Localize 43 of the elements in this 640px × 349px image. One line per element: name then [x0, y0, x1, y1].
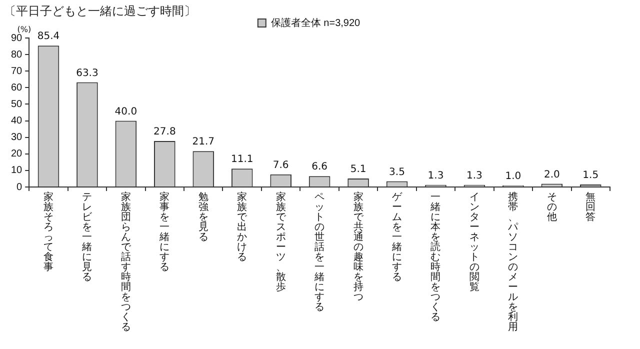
y-tick-label: 50	[11, 98, 23, 110]
category-label: 家族でスポーツ、散歩	[276, 192, 286, 293]
y-tick-label: 80	[11, 49, 23, 60]
data-label: 21.7	[192, 136, 215, 148]
x-tick-label: その他	[546, 192, 557, 223]
data-label: 11.1	[230, 154, 254, 166]
y-tick-label: 60	[11, 82, 23, 94]
category-label: 携帯、パソコンのメールを利用	[508, 192, 518, 333]
category-label: ペットの世話を一緒にする	[314, 192, 325, 313]
data-label: 63.3	[76, 68, 98, 79]
chart-title: 〔平日子どもと一緒に過ごす時間〕	[4, 3, 196, 20]
category-label: テレビを一緒に見る	[82, 192, 92, 283]
category-label: 家族で共通の趣味を持つ	[353, 192, 364, 303]
data-label: 1.0	[505, 170, 522, 182]
category-label: 一緒に本を読む時間をつくる	[430, 192, 441, 323]
legend-label: 保護者全体 n=3,920	[270, 16, 361, 29]
x-tick-label: 勉強を見る	[198, 192, 208, 243]
x-tick-label: 家族そろって食事	[43, 192, 54, 273]
data-label: 27.8	[154, 126, 176, 138]
y-tick-label: 20	[11, 148, 23, 160]
y-tick-label: 10	[11, 165, 23, 176]
data-label: 3.5	[389, 166, 405, 178]
data-label: 1.3	[466, 170, 482, 182]
y-tick-label: 30	[11, 132, 23, 144]
data-label: 2.0	[544, 169, 560, 180]
x-tick-label: 家族で出かける	[237, 192, 248, 263]
data-label: 1.3	[428, 170, 444, 182]
data-label: 1.5	[582, 170, 599, 182]
data-label: 85.4	[37, 31, 60, 42]
category-label: 家族団らんで話す時間をつくる	[120, 192, 131, 333]
y-tick-label: 40	[11, 116, 23, 127]
data-label: 7.6	[272, 160, 289, 172]
data-label: 6.6	[312, 162, 328, 173]
category-label: ゲームを一緒にする	[392, 192, 402, 283]
category-label: インターネットの閲覧	[469, 192, 480, 293]
y-tick-label: 70	[11, 66, 23, 77]
y-tick-label: 90	[11, 32, 23, 44]
data-label: 5.1	[350, 164, 366, 176]
x-tick-label: 無回答	[586, 192, 596, 223]
y-axis-title: (%)	[17, 25, 32, 34]
y-tick-label: 0	[16, 182, 23, 193]
x-tick-label: 家事を一緒にする	[160, 192, 170, 273]
data-label: 40.0	[114, 106, 138, 118]
